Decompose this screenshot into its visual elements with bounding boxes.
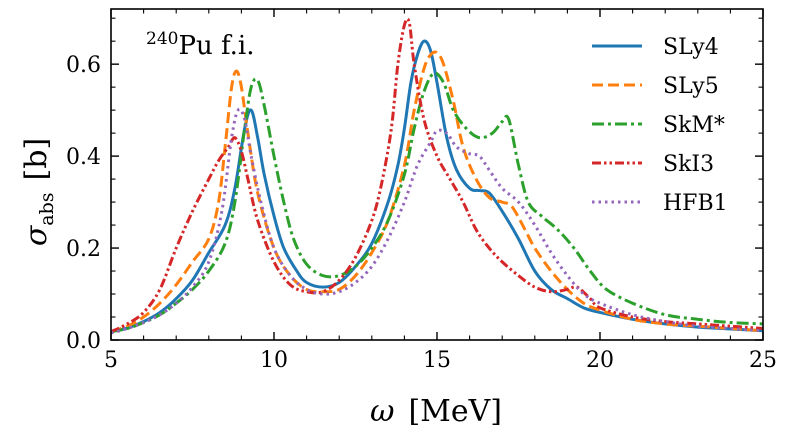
y-tick-label: 0.0 [66,329,101,354]
chart-annotation: 240Pu f.i. [146,29,255,61]
x-axis-unit: [MeV] [408,394,502,429]
x-axis-label: ω [MeV] [370,394,502,429]
x-tick-label: 20 [586,348,614,373]
legend-label-skm: SkM* [663,113,725,138]
legend-label-sly5: SLy5 [663,74,719,99]
x-tick-label: 5 [104,348,118,373]
series-line-hfb1 [111,107,763,335]
axes [110,8,764,341]
series-line-sly5 [111,50,763,334]
series-line-ski3 [111,17,763,334]
legend-label-sly4: SLy4 [663,35,719,60]
y-axis-symbol: σ [19,224,54,246]
legend-label-ski3: SkI3 [663,152,714,177]
x-tick-label: 25 [749,348,777,373]
x-tick-label: 10 [260,348,288,373]
x-axis-symbol: ω [370,394,394,429]
legend: SLy4 SLy5 SkM* SkI3 HFB1 [592,35,728,216]
annotation-superscript: 240 [146,29,178,49]
annotation-text: Pu f.i. [178,31,254,61]
y-axis-subscript: abs [36,192,58,225]
tick-labels: 5 10 15 20 25 0.0 0.2 0.4 0.6 [66,53,777,373]
series-line-skm [111,71,763,334]
series-line-sly4 [111,39,763,334]
series-lines [111,17,763,335]
y-tick-label: 0.6 [66,53,101,78]
y-axis-label: σabs [b] [19,138,58,246]
y-tick-label: 0.4 [66,145,101,170]
legend-label-hfb1: HFB1 [663,191,728,216]
y-axis-unit: [b] [19,138,54,181]
x-tick-label: 15 [423,348,451,373]
y-tick-label: 0.2 [66,237,101,262]
